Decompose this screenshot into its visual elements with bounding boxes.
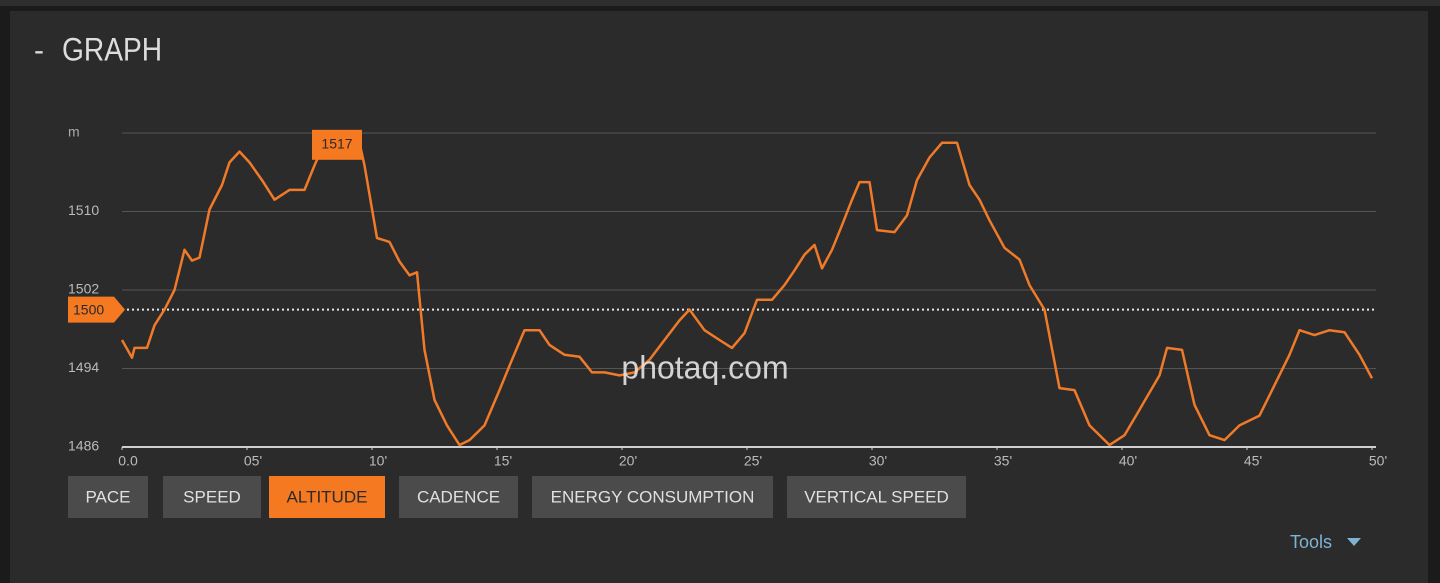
- y-tick-label: 1510: [68, 202, 99, 218]
- x-tick-label: 50': [1369, 453, 1387, 469]
- altitude-line: [120, 141, 1374, 447]
- top-bar: [0, 0, 1440, 6]
- tab-button-bg[interactable]: [787, 476, 966, 518]
- tab-button-label[interactable]: ENERGY CONSUMPTION: [551, 487, 755, 506]
- x-tick-label: 30': [869, 453, 887, 469]
- reference-flag: [68, 296, 125, 323]
- y-tick-label: 1502: [68, 281, 99, 297]
- y-unit: m: [68, 124, 80, 140]
- x-tick-label: 35': [994, 453, 1012, 469]
- x-tick-label: 20': [619, 453, 637, 469]
- collapse-toggle[interactable]: -: [34, 34, 44, 67]
- tab-button-label[interactable]: ALTITUDE: [287, 487, 368, 506]
- tools-arrow[interactable]: [1347, 538, 1361, 546]
- x-tick-label: 05': [244, 453, 262, 469]
- x-tick-label: 25': [744, 453, 762, 469]
- x-tick-label: 45': [1244, 453, 1262, 469]
- x-tick-label: 15': [494, 453, 512, 469]
- tab-button-bg[interactable]: [532, 476, 773, 518]
- tab-button-label[interactable]: CADENCE: [417, 487, 500, 506]
- tab-button[interactable]: SPEED: [163, 476, 261, 518]
- tab-button[interactable]: PACE: [68, 476, 148, 518]
- tab-button[interactable]: ALTITUDE: [269, 476, 385, 518]
- x-tick-label: 10': [369, 453, 387, 469]
- tab-button-bg[interactable]: [163, 476, 261, 518]
- tab-button-label[interactable]: SPEED: [183, 487, 241, 506]
- tab-button[interactable]: VERTICAL SPEED: [787, 476, 966, 518]
- tab-button[interactable]: CADENCE: [399, 476, 518, 518]
- watermark: photaq.com: [621, 349, 788, 385]
- tab-button-bg[interactable]: [68, 476, 148, 518]
- x-tick-label: 0.0: [118, 453, 138, 469]
- section-title: GRAPH: [62, 33, 162, 68]
- tab-button[interactable]: ENERGY CONSUMPTION: [532, 476, 773, 518]
- tools-link[interactable]: Tools: [1290, 532, 1332, 552]
- tab-button-bg[interactable]: [399, 476, 518, 518]
- x-tick-label: 40': [1119, 453, 1137, 469]
- max-label: 1517: [321, 136, 352, 152]
- y-tick-label: 1494: [68, 359, 99, 375]
- y-tick-label: 1486: [68, 438, 99, 454]
- tab-button-label[interactable]: VERTICAL SPEED: [804, 487, 949, 506]
- max-flag: [312, 129, 362, 160]
- reference-label: 1500: [73, 301, 104, 317]
- tab-button-label[interactable]: PACE: [85, 487, 130, 506]
- tab-button-bg[interactable]: [269, 476, 385, 518]
